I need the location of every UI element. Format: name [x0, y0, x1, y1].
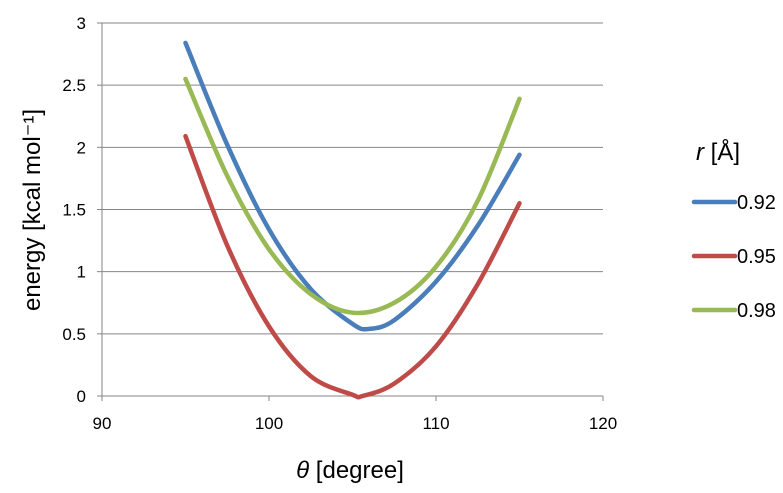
legend-label: 0.98: [737, 300, 776, 322]
series-line-0.95: [183, 133, 522, 400]
x-tick-label: 90: [93, 414, 112, 433]
legend-title-unit: [Å]: [704, 138, 740, 166]
y-tick-label: 0.5: [62, 325, 86, 344]
y-tick-label: 1.5: [62, 201, 86, 220]
x-tick-label: 120: [589, 414, 617, 433]
series-lines: [183, 40, 522, 400]
series-line-0.92: [183, 40, 522, 332]
tick-labels: 0 0.5 1 1.5 2 2.5 3 90 100 110 120: [62, 14, 617, 433]
legend-label: 0.92: [737, 192, 776, 214]
legend-label: 0.95: [737, 246, 776, 268]
y-tick-label: 2.5: [62, 76, 86, 95]
y-tick-label: 1: [77, 263, 86, 282]
y-tick-label: 3: [77, 14, 86, 33]
x-tick-label: 100: [255, 414, 283, 433]
x-tick-label: 110: [422, 414, 449, 433]
axes: [97, 22, 604, 401]
series-line-0.98: [183, 76, 522, 316]
x-axis-symbol: θ: [296, 457, 309, 484]
y-tick-label: 2: [77, 138, 86, 157]
legend-title-symbol: r: [696, 139, 705, 166]
gridlines: [102, 22, 603, 335]
x-axis-unit: [degree]: [309, 457, 404, 484]
legend: 0.92 0.95 0.98: [691, 192, 776, 322]
y-axis-title: energy [kcal mol⁻¹]: [19, 109, 46, 311]
y-tick-label: 0: [77, 387, 86, 406]
x-axis-title: θ [degree]: [296, 457, 404, 484]
legend-title: r [Å]: [696, 138, 740, 166]
